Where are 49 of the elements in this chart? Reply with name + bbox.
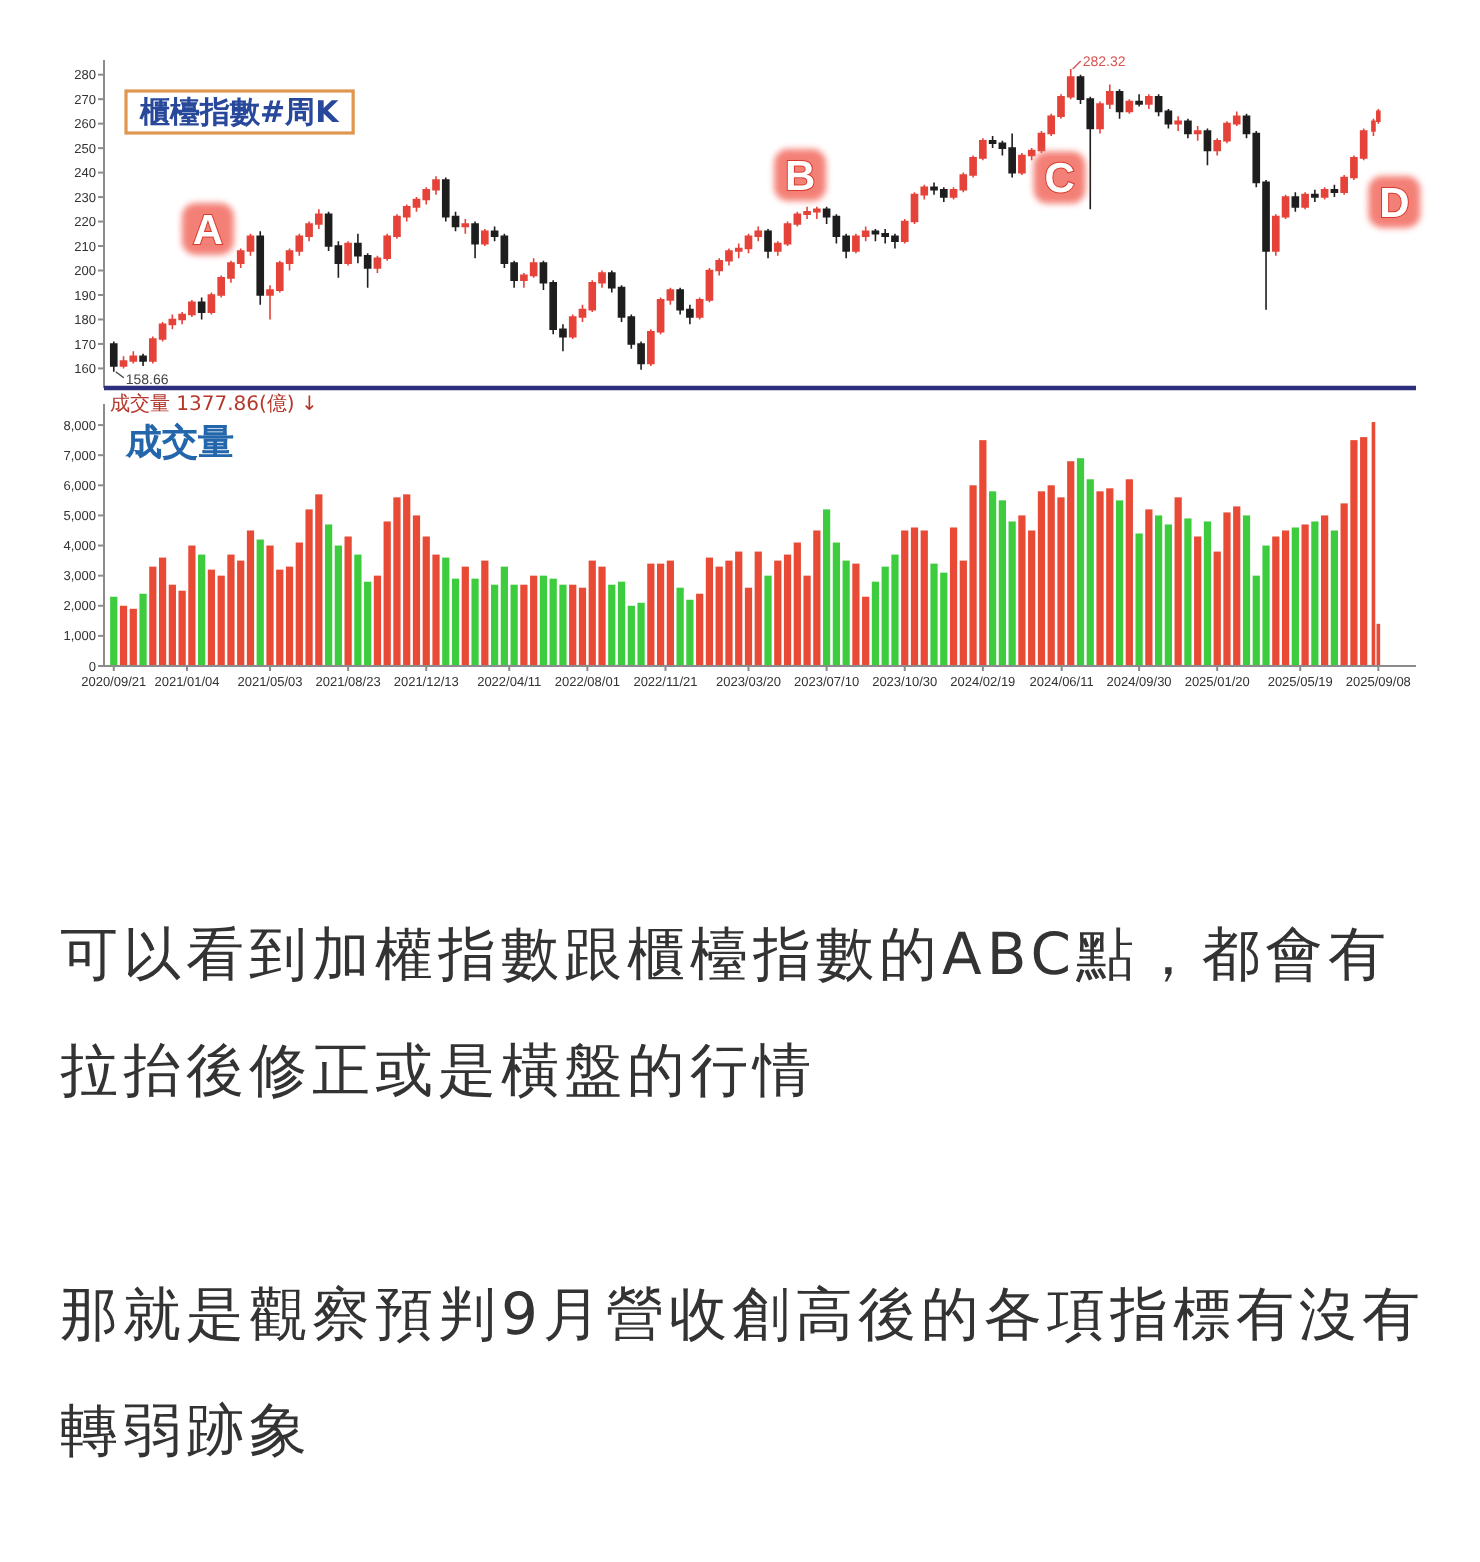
bar bbox=[1203, 521, 1212, 666]
candlestick bbox=[1330, 184, 1339, 198]
bar bbox=[344, 536, 352, 666]
bar bbox=[461, 566, 469, 666]
candlestick bbox=[1174, 115, 1182, 132]
bar bbox=[1145, 509, 1153, 666]
candlestick bbox=[109, 340, 118, 373]
candlestick bbox=[1145, 93, 1153, 110]
text: 成交量 bbox=[124, 422, 234, 464]
bar bbox=[1135, 533, 1143, 666]
bar bbox=[198, 554, 206, 666]
candlestick bbox=[471, 220, 479, 260]
bar bbox=[1115, 500, 1124, 666]
candlestick bbox=[344, 240, 352, 267]
candlestick bbox=[1301, 191, 1309, 211]
bar bbox=[1311, 521, 1319, 666]
bar bbox=[1321, 515, 1329, 666]
annotation: A bbox=[192, 207, 224, 254]
candlestick bbox=[764, 228, 772, 260]
bar bbox=[1174, 497, 1182, 666]
annotation: B bbox=[784, 154, 816, 201]
candlestick bbox=[1193, 125, 1202, 142]
candlestick bbox=[481, 228, 489, 247]
annotation: D bbox=[1379, 180, 1410, 227]
candlestick bbox=[1184, 117, 1192, 140]
candlestick bbox=[461, 218, 470, 235]
candlestick bbox=[1125, 98, 1134, 115]
bar bbox=[471, 578, 479, 666]
bar bbox=[139, 593, 147, 666]
candlestick bbox=[1291, 191, 1300, 213]
candlestick bbox=[256, 230, 265, 306]
candlestick bbox=[139, 352, 147, 367]
chart-subtitle: 成交量 1377.86(億) ↓ bbox=[110, 392, 318, 416]
text: 櫃檯指數#周K bbox=[138, 94, 342, 130]
bar bbox=[764, 575, 772, 666]
bar bbox=[110, 596, 118, 666]
bar bbox=[1291, 527, 1299, 666]
text: 可以看到加權指數跟櫃檯指數的ABC點，都會有拉抬後修正或是橫盤的行情 bbox=[60, 918, 1393, 1108]
candlestick bbox=[1311, 188, 1319, 203]
bar bbox=[1184, 518, 1192, 666]
bar bbox=[1194, 536, 1202, 666]
candlestick bbox=[1135, 93, 1143, 108]
bar bbox=[256, 539, 264, 666]
bar bbox=[1301, 524, 1309, 666]
bar bbox=[1125, 479, 1133, 666]
annotation: C bbox=[1044, 156, 1075, 203]
bar bbox=[481, 560, 489, 666]
text: 那就是觀察預判9月營收創高後的各項指標有沒有轉弱跡象 bbox=[60, 1278, 1427, 1468]
bar bbox=[1330, 530, 1339, 666]
